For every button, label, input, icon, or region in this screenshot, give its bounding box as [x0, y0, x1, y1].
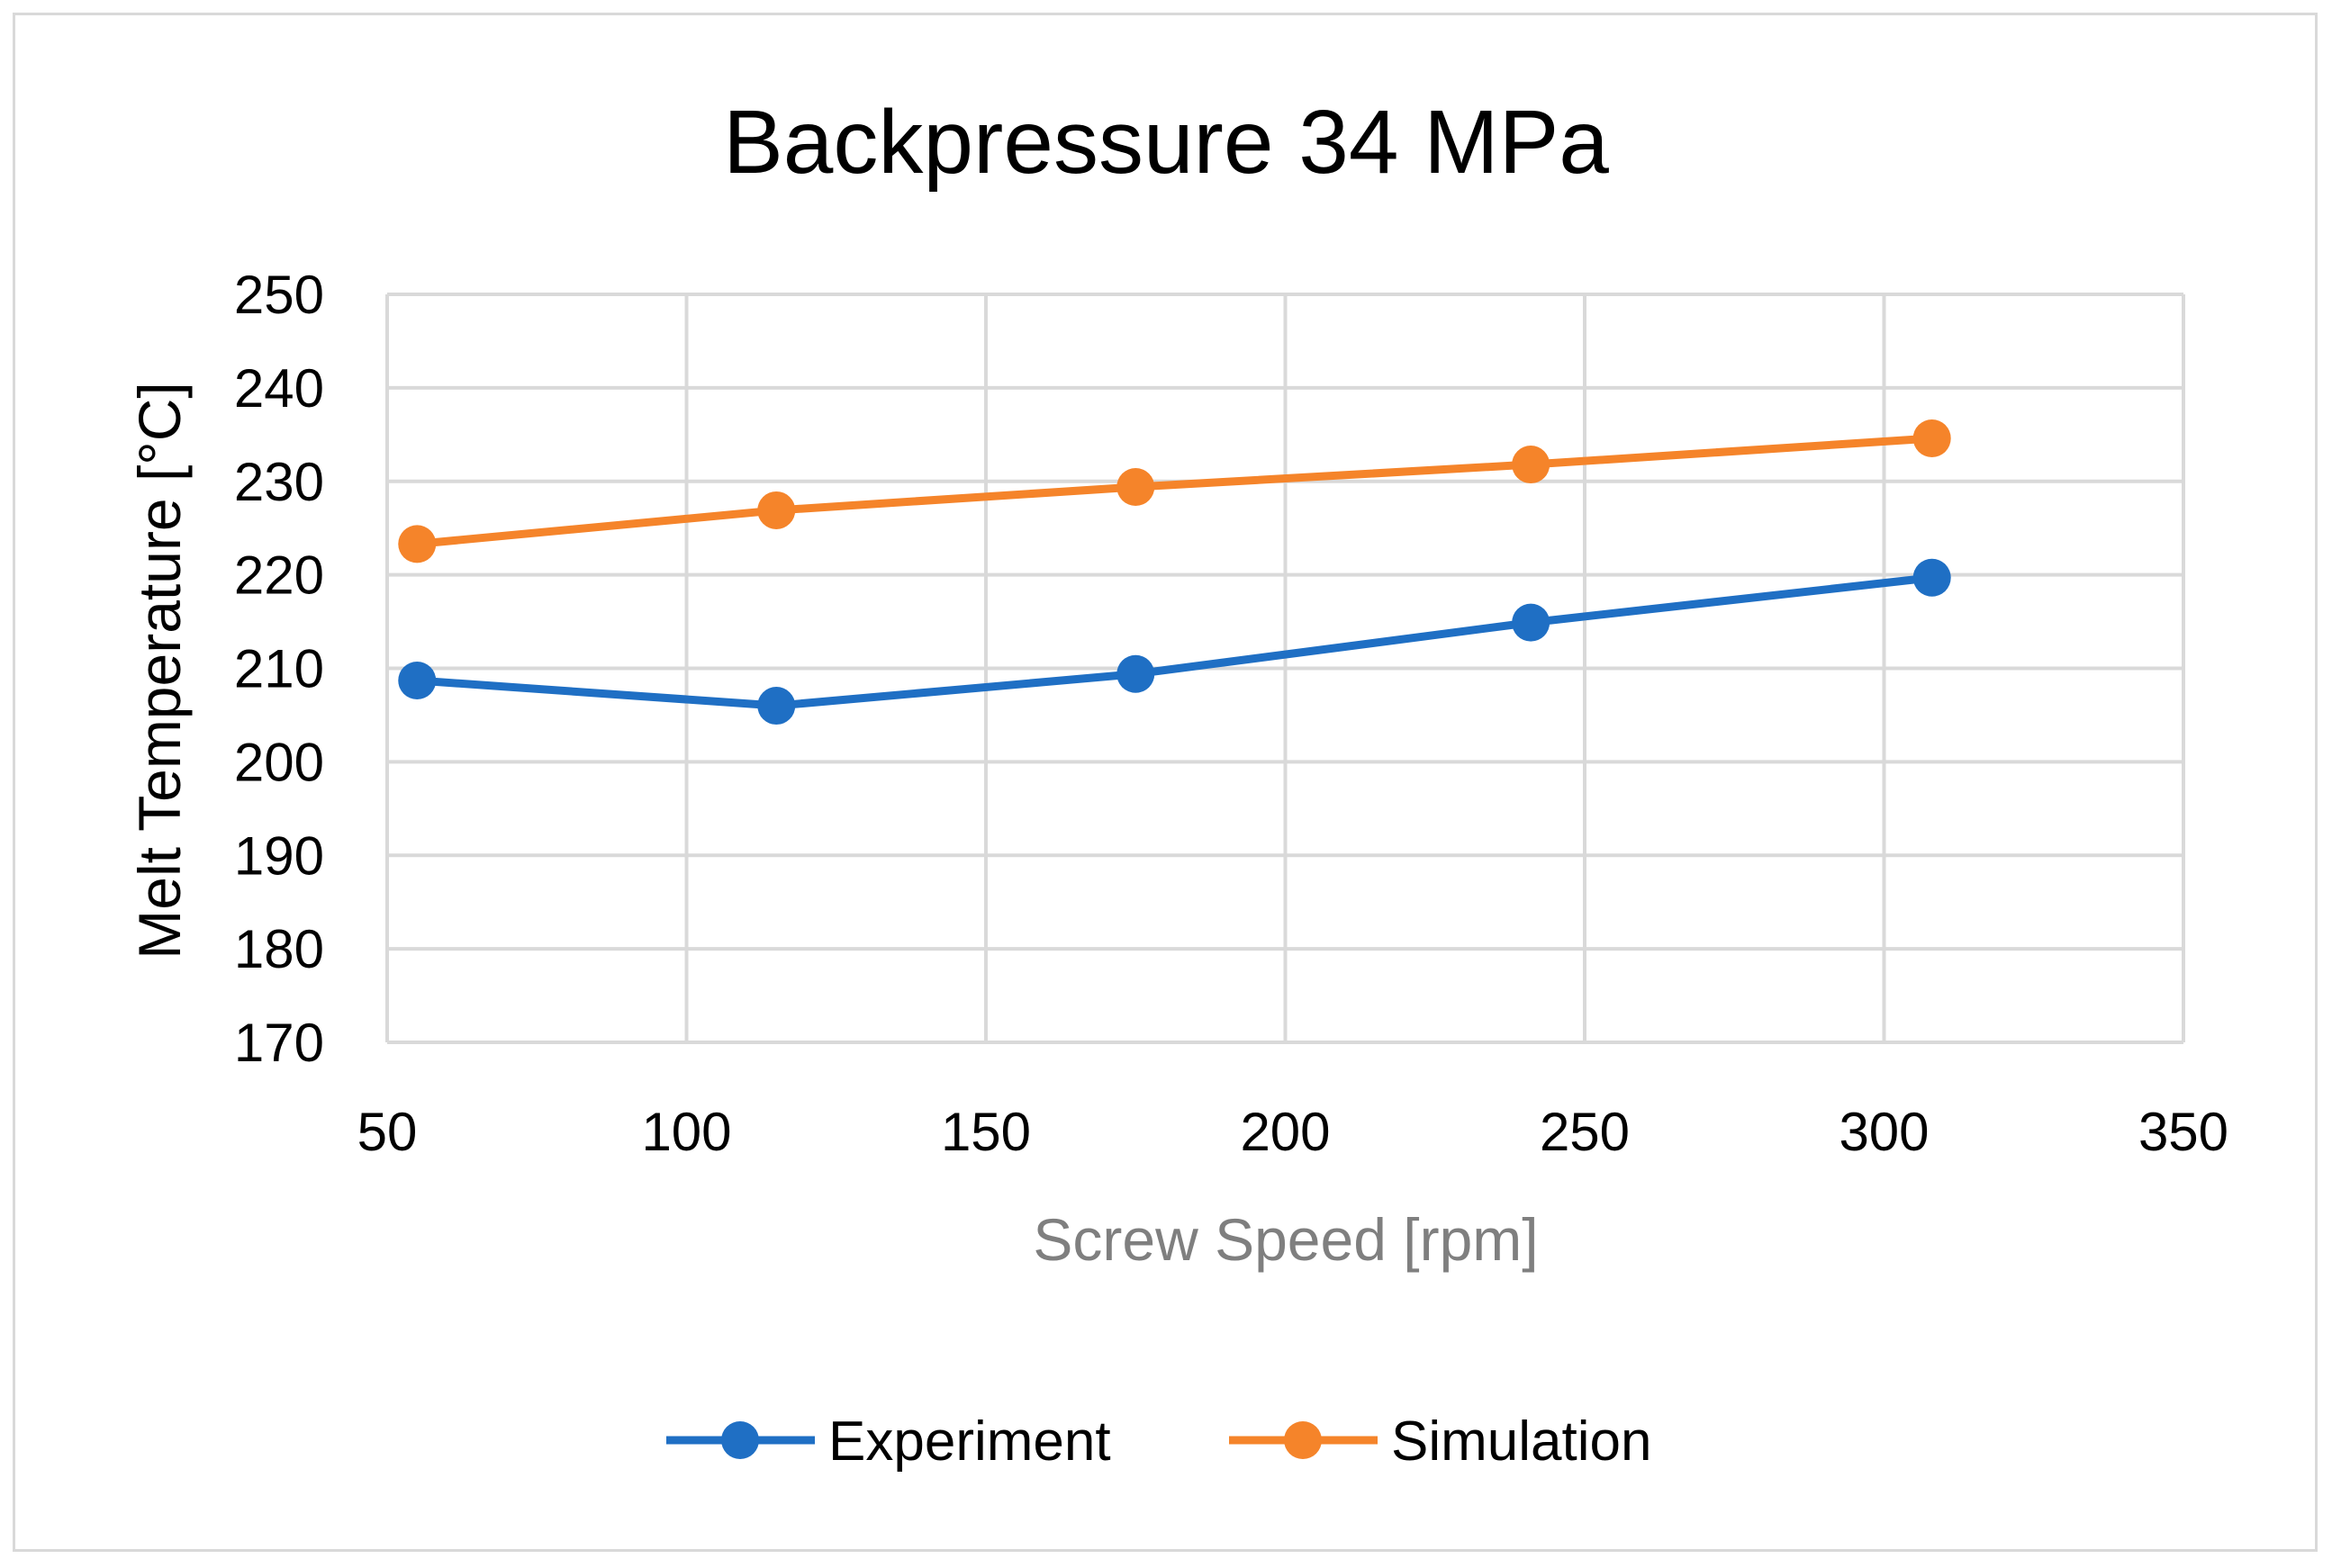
x-axis-label: Screw Speed [rpm] [1033, 1206, 1538, 1273]
series-simulation [398, 419, 1951, 563]
y-tick-label: 220 [234, 545, 324, 606]
simulation-line [416, 434, 1932, 548]
chart-frame [13, 13, 2318, 1552]
y-axis-label: Melt Temperature [°C] [126, 382, 193, 959]
legend-label-experiment: Experiment [828, 1410, 1111, 1473]
x-tick-label: 300 [1839, 1102, 1929, 1162]
legend-marker-simulation [1284, 1421, 1322, 1459]
experiment-point [1116, 654, 1155, 693]
experiment-point [757, 687, 796, 725]
x-tick-label: 350 [2138, 1102, 2228, 1162]
experiment-point [398, 662, 437, 700]
x-tick-label: 200 [1240, 1102, 1330, 1162]
y-tick-label: 170 [234, 1013, 324, 1073]
y-tick-label: 240 [234, 358, 324, 419]
experiment-point [1512, 603, 1550, 642]
y-tick-label: 230 [234, 452, 324, 512]
experiment-line [416, 573, 1933, 710]
y-tick-label: 190 [234, 825, 324, 886]
legend: Experiment Simulation [666, 1410, 1651, 1473]
experiment-point [1912, 558, 1951, 597]
legend-item-simulation: Simulation [1229, 1410, 1651, 1473]
y-tick-label: 250 [234, 265, 324, 325]
x-tick-label: 150 [941, 1102, 1031, 1162]
series-layer [398, 419, 1951, 725]
x-tick-label: 250 [1540, 1102, 1630, 1162]
legend-item-experiment: Experiment [666, 1410, 1111, 1473]
grid [385, 293, 2185, 1044]
simulation-point [1512, 446, 1550, 484]
y-tick-label: 180 [234, 919, 324, 979]
x-tick-label: 50 [357, 1102, 418, 1162]
simulation-point [1912, 419, 1951, 457]
simulation-point [398, 525, 437, 563]
simulation-point [757, 491, 796, 529]
legend-label-simulation: Simulation [1391, 1410, 1651, 1473]
series-experiment [398, 558, 1951, 725]
y-tick-label: 210 [234, 639, 324, 699]
chart-title: Backpressure 34 MPa [723, 92, 1609, 193]
legend-marker-experiment [721, 1421, 759, 1459]
y-tick-label: 200 [234, 732, 324, 792]
tick-labels: 170 180 190 200 210 220 230 240 250 50 100 150 200 25… [234, 265, 2228, 1162]
x-tick-label: 100 [641, 1102, 731, 1162]
simulation-point [1116, 467, 1155, 506]
